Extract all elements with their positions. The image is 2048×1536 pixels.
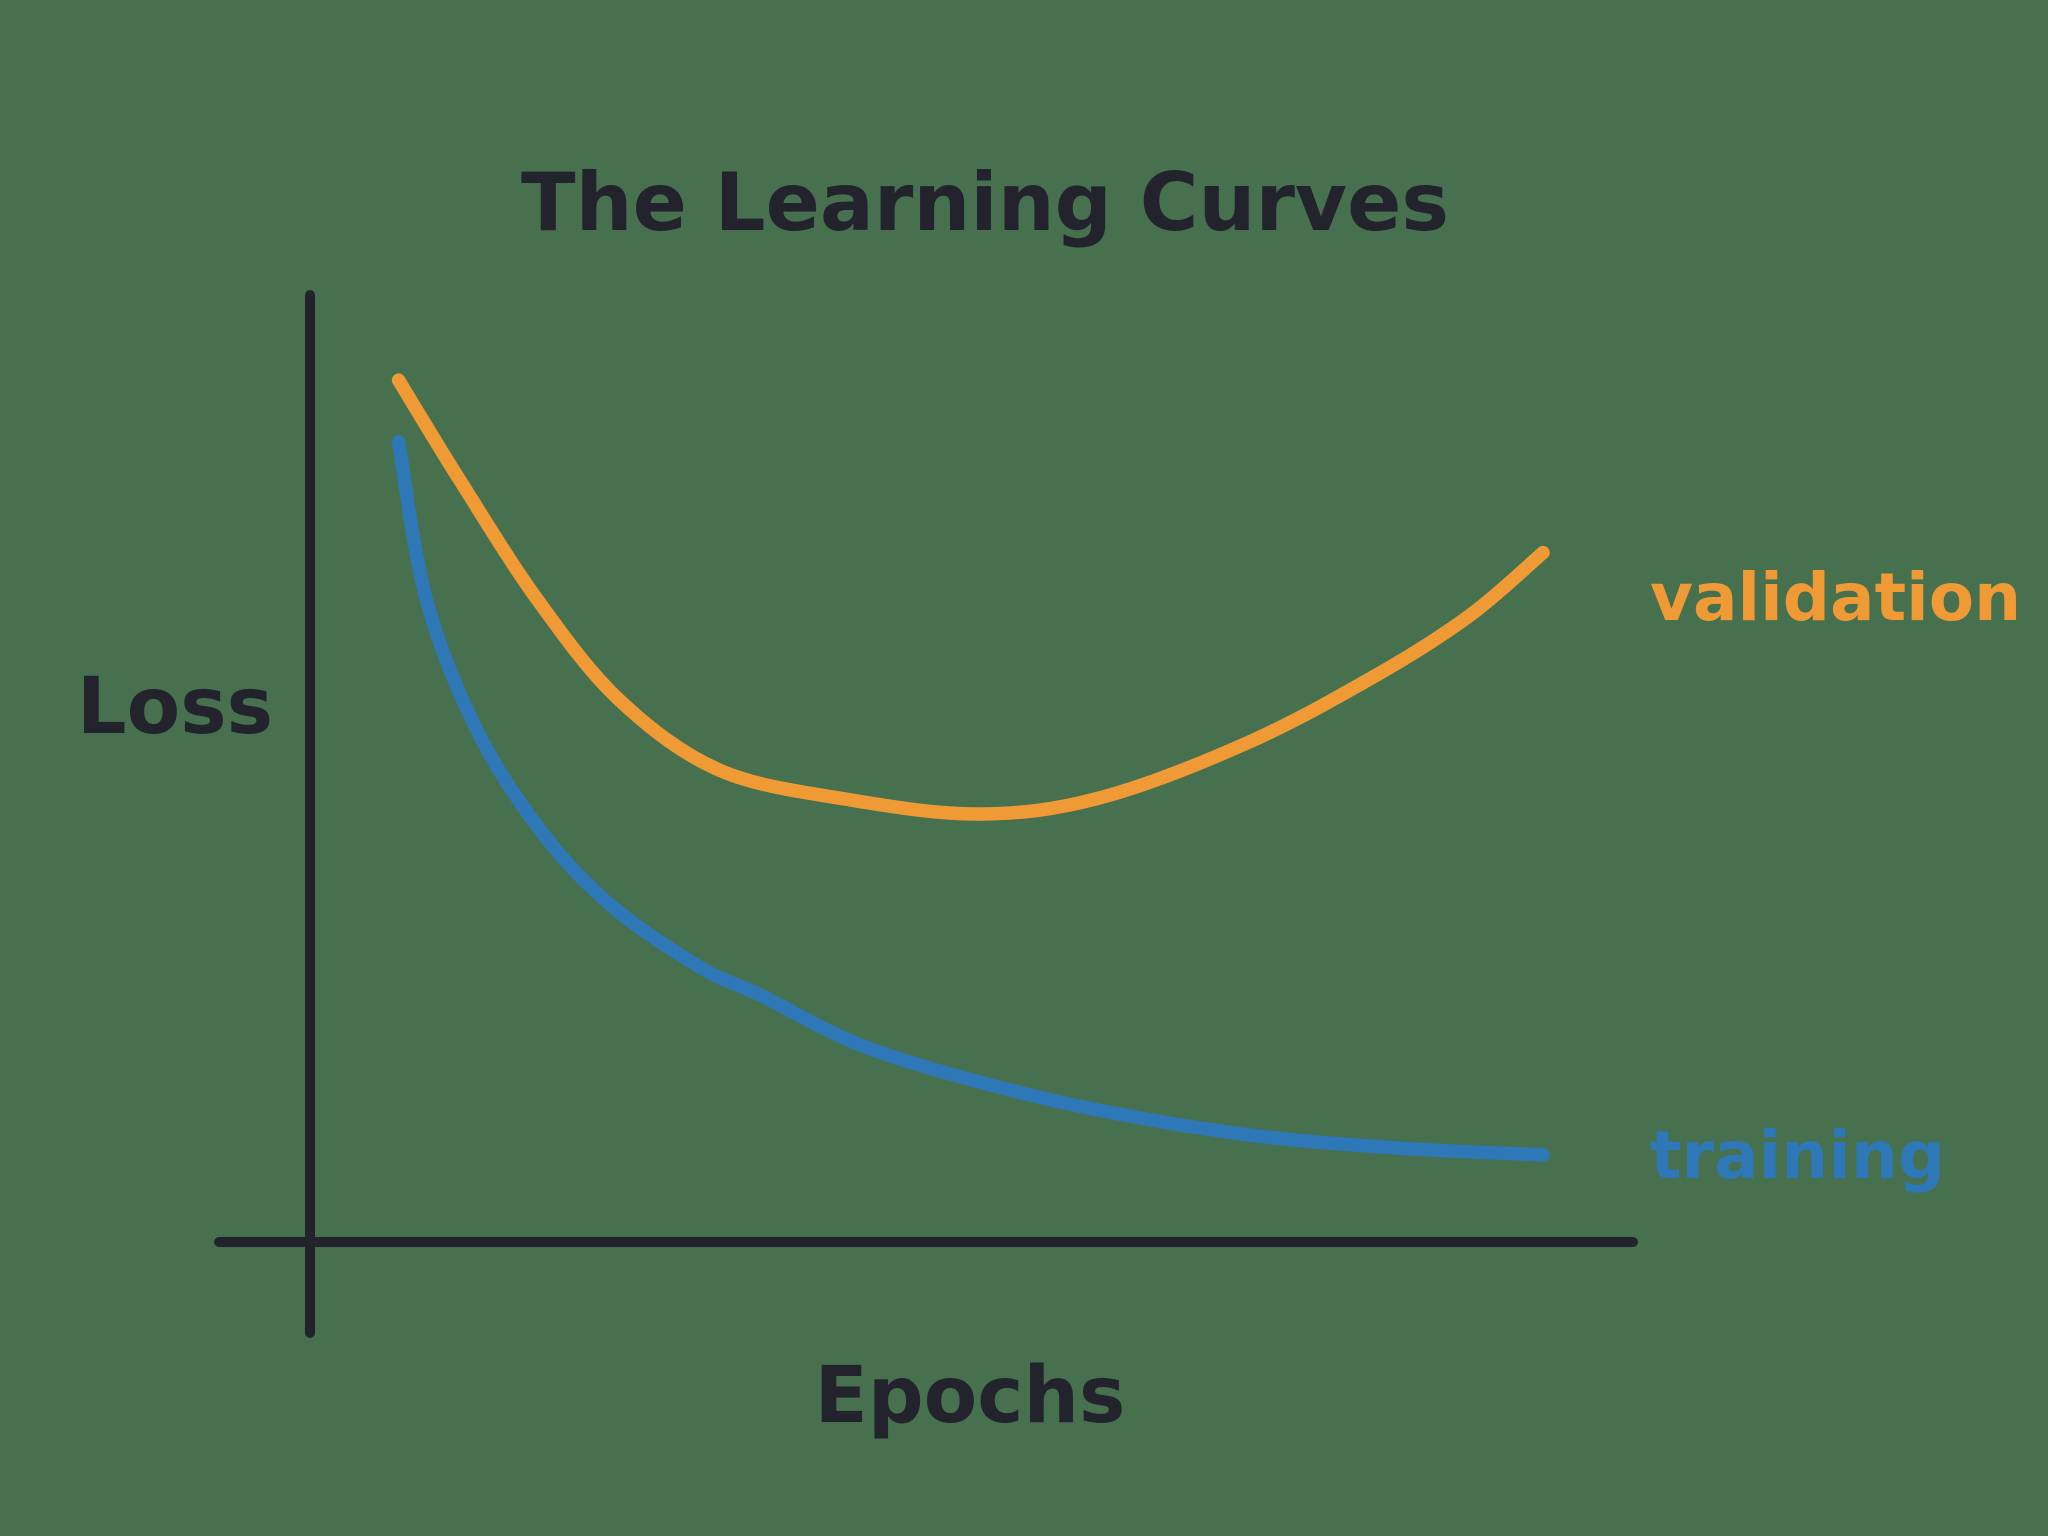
- validation-series-label: validation: [1650, 559, 2021, 636]
- training-series-label: training: [1650, 1117, 1945, 1194]
- x-axis-label: Epochs: [815, 1351, 1126, 1441]
- training-curve: [391, 435, 1550, 1162]
- validation-curve: [391, 373, 1550, 821]
- chart-title: The Learning Curves: [521, 156, 1449, 249]
- y-axis-label: Loss: [77, 662, 273, 752]
